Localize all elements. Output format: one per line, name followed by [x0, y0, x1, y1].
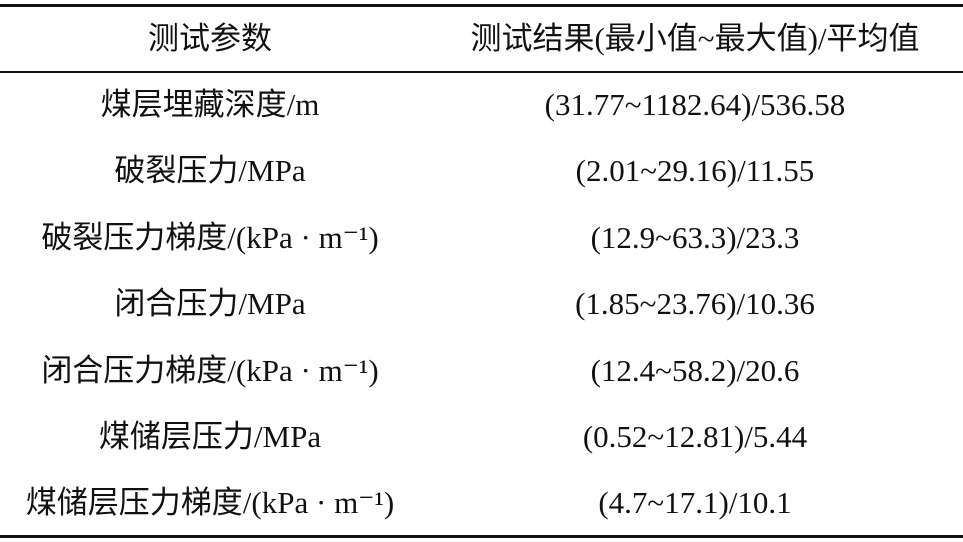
- body-cell: (2.01~29.16)/11.55: [575, 153, 815, 189]
- body-cell: 煤储层压力梯度/(kPa · m⁻¹): [25, 485, 395, 521]
- body-cell: 破裂压力梯度/(kPa · m⁻¹): [41, 219, 379, 255]
- body-cell: (1.85~23.76)/10.36: [575, 286, 815, 322]
- body-cell: (4.7~17.1)/10.1: [598, 485, 792, 521]
- body-cell: (12.9~63.3)/23.3: [590, 219, 800, 255]
- header-cell: 测试参数: [148, 21, 272, 56]
- body-cell: (0.52~12.81)/5.44: [582, 419, 808, 454]
- body-cell: 闭合压力/MPa: [114, 286, 306, 322]
- top-rule: [0, 4, 963, 7]
- body-cell: 闭合压力梯度/(kPa · m⁻¹): [41, 352, 379, 388]
- body-cell: (31.77~1182.64)/536.58: [544, 87, 846, 122]
- body-cell: (12.4~58.2)/20.6: [590, 352, 800, 388]
- bottom-rule: [0, 535, 963, 538]
- body-cell: 煤储层压力/MPa: [98, 419, 322, 454]
- body-cell: 煤层埋藏深度/m: [100, 87, 320, 122]
- header-rule: [0, 71, 963, 73]
- header-cell: 测试结果(最小值~最大值)/平均值: [470, 21, 920, 56]
- body-cell: 破裂压力/MPa: [114, 153, 306, 189]
